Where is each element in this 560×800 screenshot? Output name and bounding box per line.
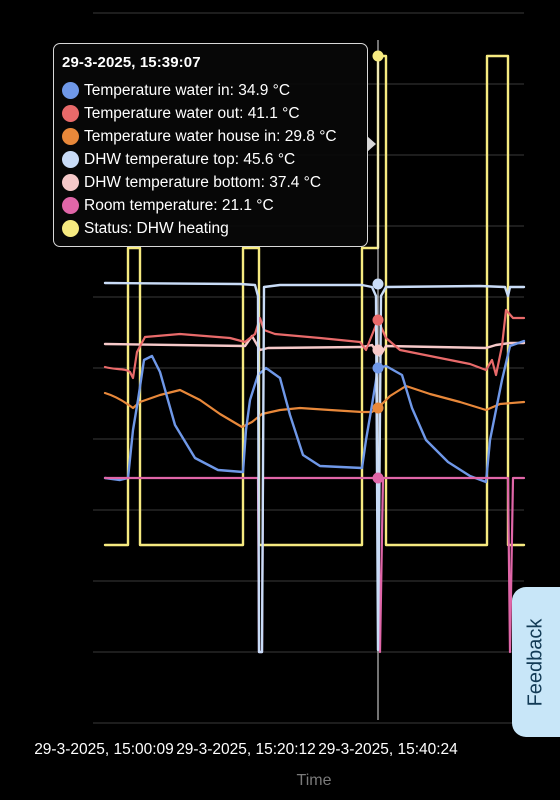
tooltip-row: Temperature water house in: 29.8 °C [62, 125, 367, 148]
tooltip-row-text: Room temperature: 21.1 °C [84, 196, 274, 214]
legend-swatch [62, 220, 79, 237]
data-point [372, 314, 384, 326]
tooltip-row: Temperature water in: 34.9 °C [62, 79, 367, 102]
legend-swatch [62, 82, 79, 99]
data-point [372, 50, 384, 62]
chart-tooltip: 29-3-2025, 15:39:07 Temperature water in… [53, 43, 376, 247]
series-line-room [103, 476, 526, 654]
tooltip-row-text: Temperature water out: 41.1 °C [84, 104, 300, 122]
data-point [372, 402, 384, 414]
tooltip-row-text: Temperature water in: 34.9 °C [84, 81, 291, 99]
feedback-label: Feedback [524, 618, 547, 706]
series-line-dhw-bottom [103, 334, 526, 358]
tooltip-rows: Temperature water in: 34.9 °C Temperature… [62, 79, 367, 240]
legend-swatch [62, 174, 79, 191]
data-point [372, 362, 384, 374]
series-line-dhw-top [103, 281, 526, 654]
legend-swatch [62, 105, 79, 122]
feedback-button[interactable]: Feedback [512, 587, 560, 737]
legend-swatch [62, 151, 79, 168]
tooltip-row-text: DHW temperature top: 45.6 °C [84, 150, 296, 168]
legend-swatch [62, 128, 79, 145]
tooltip-row-text: Status: DHW heating [84, 219, 229, 237]
tooltip-row: DHW temperature top: 45.6 °C [62, 148, 367, 171]
tooltip-row: Temperature water out: 41.1 °C [62, 102, 367, 125]
data-point [372, 472, 384, 484]
x-tick-label: 29-3-2025, 15:20:12 [176, 741, 316, 758]
series-line-house-in [103, 384, 526, 429]
tooltip-row: Status: DHW heating [62, 217, 367, 240]
legend-swatch [62, 197, 79, 214]
x-axis-label: Time [297, 772, 332, 789]
tooltip-row: Room temperature: 21.1 °C [62, 194, 367, 217]
data-point [372, 344, 384, 356]
series-line-status [103, 54, 526, 547]
tooltip-row: DHW temperature bottom: 37.4 °C [62, 171, 367, 194]
x-tick-label: 29-3-2025, 15:00:09 [34, 741, 174, 758]
tooltip-row-text: Temperature water house in: 29.8 °C [84, 127, 337, 145]
tooltip-title: 29-3-2025, 15:39:07 [62, 54, 201, 71]
tooltip-row-text: DHW temperature bottom: 37.4 °C [84, 173, 322, 191]
x-tick-label: 29-3-2025, 15:40:24 [318, 741, 458, 758]
data-point [372, 278, 384, 290]
